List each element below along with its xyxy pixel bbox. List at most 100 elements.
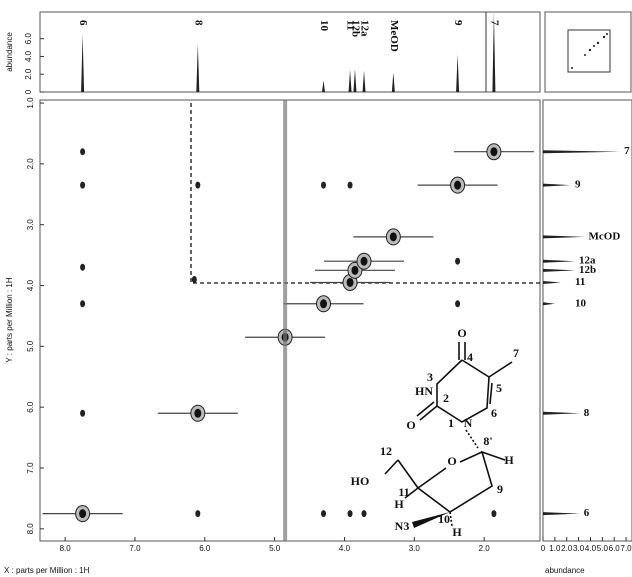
diagonal-peak-core	[390, 232, 397, 241]
y-tick-label: 7.0	[26, 462, 35, 474]
right-x-tick-label: 4.0	[585, 544, 597, 553]
right-peak	[543, 184, 570, 187]
atom-label: O	[457, 326, 466, 340]
atom-label: O	[406, 418, 415, 432]
top-y-label: abundance	[5, 32, 14, 72]
chart: Y : parts per Million : 1H X : parts per…	[0, 0, 632, 577]
right-peak-label: 6	[584, 507, 590, 519]
diagonal-peak-core	[194, 409, 201, 418]
atom-label: 6	[491, 406, 497, 420]
right-x-tick-label: 6.0	[609, 544, 621, 553]
y-axis-label: Y : parts per Million : 1H	[5, 277, 14, 362]
cross-peak	[455, 258, 460, 265]
cross-peak	[491, 510, 496, 517]
x-tick-label: 2.0	[479, 544, 491, 553]
right-peak	[543, 260, 575, 263]
top-peak	[353, 69, 356, 92]
diagonal-peak-core	[361, 257, 368, 266]
inset-thumbnail	[568, 30, 610, 72]
diagonal-peak-core	[454, 181, 461, 190]
atom-label: 1	[448, 416, 454, 430]
top-peak-label: 9	[452, 20, 464, 26]
right-peak-label: McOD	[589, 230, 621, 242]
right-peak	[543, 235, 585, 238]
y-tick-label: 2.0	[26, 158, 35, 170]
right-x-tick-label: 0	[541, 544, 546, 553]
diagonal-peak-core	[351, 266, 358, 275]
x-tick-label: 4.0	[339, 544, 351, 553]
cross-peak	[80, 182, 85, 189]
cross-peak	[195, 510, 200, 517]
cross-peak	[80, 300, 85, 307]
x-tick-label: 5.0	[269, 544, 281, 553]
right-frame	[543, 100, 632, 541]
x-tick-label: 8.0	[60, 544, 72, 553]
top-y-tick-label: 0	[24, 89, 33, 94]
top-peak	[196, 44, 199, 92]
atom-label: 2	[443, 391, 449, 405]
atom-label: 12	[380, 444, 392, 458]
right-peak-label: 12b	[579, 264, 596, 276]
top-y-tick-label: 6.0	[24, 33, 33, 45]
top-peak-label: MeOD	[388, 20, 400, 52]
top-peak	[456, 55, 459, 92]
atom-label: H	[504, 453, 514, 467]
atom-label: N	[464, 416, 473, 430]
diagonal-peak-core	[347, 278, 354, 287]
atom-label: H	[394, 497, 404, 511]
y-tick-label: 6.0	[26, 401, 35, 413]
right-peak	[543, 302, 555, 305]
cross-peak	[80, 410, 85, 417]
top-peak-label: 6	[77, 20, 89, 26]
right-peak	[543, 281, 561, 284]
inset-frame	[545, 12, 631, 92]
top-peak-label: 7	[488, 20, 500, 26]
solvent-streak	[283, 100, 287, 541]
y-tick-label: 3.0	[26, 219, 35, 231]
atom-label: 8'	[483, 434, 492, 448]
right-peak-label: 9	[575, 179, 581, 191]
right-peak-label: 8	[584, 407, 590, 419]
right-x-tick-label: 7.0	[621, 544, 632, 553]
cross-peak	[348, 182, 353, 189]
cross-peak	[80, 148, 85, 155]
y-tick-label: 8.0	[26, 523, 35, 535]
top-peak	[363, 71, 366, 92]
right-peak-label: 7	[624, 145, 630, 157]
y-tick-label: 5.0	[26, 340, 35, 352]
x-tick-label: 3.0	[409, 544, 421, 553]
right-x-label: abundance	[545, 566, 585, 575]
atom-label: 4	[467, 350, 473, 364]
right-peak	[543, 412, 580, 415]
right-peak	[543, 269, 575, 272]
cross-peak	[80, 264, 85, 271]
diagonal-peak-core	[490, 147, 497, 156]
atom-label: N3	[395, 519, 410, 533]
cross-peak	[348, 510, 353, 517]
right-peak-label: 10	[575, 297, 587, 309]
cross-peak	[321, 182, 326, 189]
cross-peak	[455, 300, 460, 307]
right-peak-label: 11	[575, 276, 585, 288]
top-peak-label: 10	[318, 20, 330, 32]
right-x-tick-label: 2.0	[561, 544, 573, 553]
top-peak	[81, 34, 84, 92]
cross-peak	[195, 182, 200, 189]
atom-label: HO	[351, 474, 370, 488]
atom-label: 9	[497, 482, 503, 496]
atom-label: 7	[513, 346, 519, 360]
top-y-tick-label: 2.0	[24, 68, 33, 80]
x-axis-label: X : parts per Million : 1H	[4, 566, 90, 575]
atom-label: 10	[438, 512, 450, 526]
right-peak	[543, 150, 620, 153]
top-peak	[322, 80, 325, 92]
atom-label: 3	[427, 370, 433, 384]
page: {"chart_data": {"type": "scatter", "xlab…	[0, 0, 632, 577]
cross-peak	[192, 276, 197, 283]
right-peak	[543, 512, 580, 515]
top-peak	[349, 70, 352, 92]
top-peak-label: 12a	[358, 20, 370, 37]
y-tick-label: 4.0	[26, 279, 35, 291]
right-x-tick-label: 3.0	[573, 544, 585, 553]
